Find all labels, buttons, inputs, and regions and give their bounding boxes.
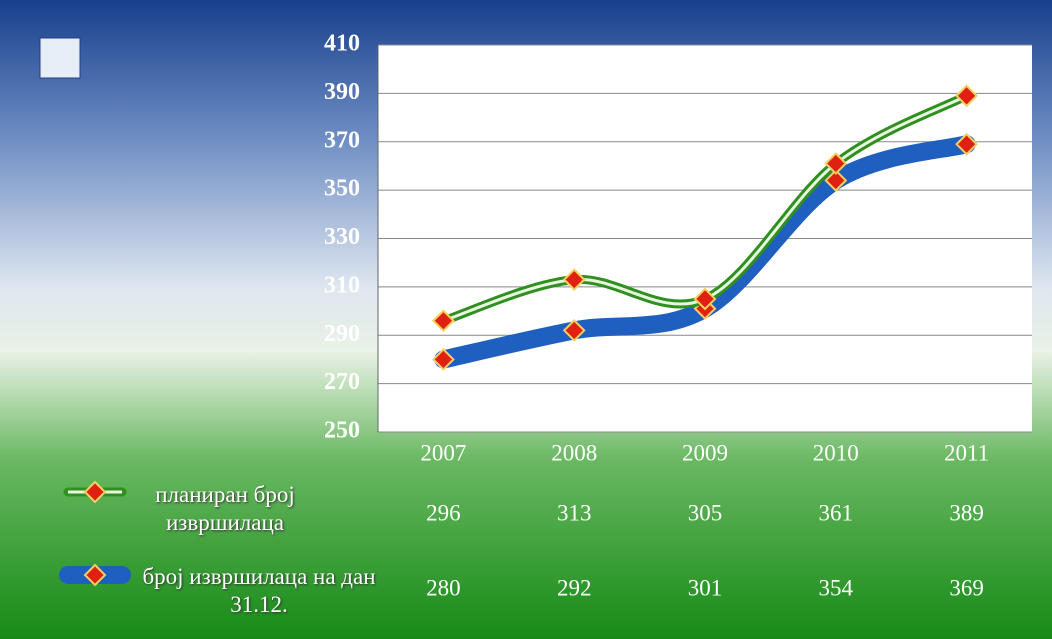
y-tick-label: 250 [324,418,360,444]
y-tick-label: 270 [324,369,360,395]
x-tick-label: 2008 [551,440,597,465]
y-tick-label: 350 [324,176,360,202]
legend-label: планиран број извршилаца [125,481,325,537]
y-tick-label: 330 [324,224,360,250]
x-tick-label: 2007 [420,440,466,465]
y-tick-label: 290 [324,321,360,347]
table-value: 313 [557,500,592,525]
y-tick-label: 410 [324,31,360,57]
table-value: 280 [426,575,461,600]
y-tick-label: 370 [324,127,360,153]
chart: 250 270 290 310 330 350 370 390 410 2007 2008 2009 2… [0,0,1052,639]
table-value: 292 [557,575,592,600]
table-value: 361 [819,500,854,525]
table-value: 354 [819,575,854,600]
table-value: 296 [426,500,461,525]
y-tick-label: 390 [324,79,360,105]
table-value: 305 [688,500,723,525]
table-value: 389 [949,500,984,525]
x-tick-label: 2009 [682,440,728,465]
legend-label: број извршилаца на дан 31.12. [125,563,393,619]
table-value: 301 [688,575,723,600]
logo [40,38,80,78]
slide: 250 270 290 310 330 350 370 390 410 2007 2008 2009 2… [0,0,1052,639]
y-tick-label: 310 [324,272,360,298]
legend-marker [85,482,105,502]
x-tick-label: 2010 [813,440,859,465]
x-tick-label: 2011 [944,440,989,465]
table-value: 369 [949,575,984,600]
